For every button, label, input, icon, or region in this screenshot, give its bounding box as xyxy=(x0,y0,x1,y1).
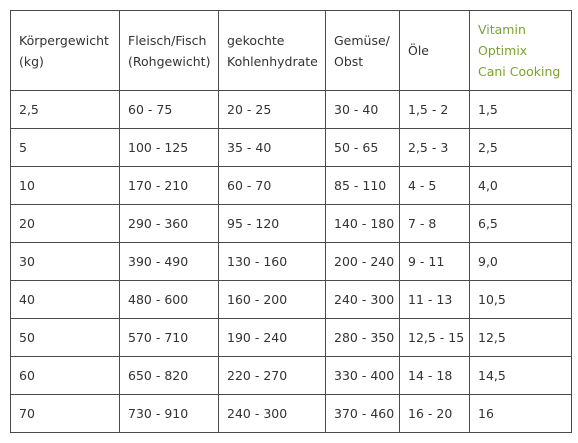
cell-carbohydrates: 95 - 120 xyxy=(218,204,326,243)
cell-vegetables-fruit: 30 - 40 xyxy=(325,90,400,129)
header-carbohydrates: gekochte Kohlenhydrate xyxy=(218,10,326,91)
cell-vegetables-fruit: 50 - 65 xyxy=(325,128,400,167)
header-meat-fish: Fleisch/Fisch (Rohgewicht) xyxy=(119,10,219,91)
cell-body-weight: 30 xyxy=(10,242,120,281)
cell-meat-fish: 100 - 125 xyxy=(119,128,219,167)
cell-vegetables-fruit: 280 - 350 xyxy=(325,318,400,357)
cell-vegetables-fruit: 140 - 180 xyxy=(325,204,400,243)
cell-body-weight: 5 xyxy=(10,128,120,167)
cell-carbohydrates: 160 - 200 xyxy=(218,280,326,319)
cell-oils: 14 - 18 xyxy=(399,356,470,395)
header-line: Kohlenhydrate xyxy=(227,53,318,69)
header-vegetables-fruit: Gemüse/ Obst xyxy=(325,10,400,91)
cell-vegetables-fruit: 85 - 110 xyxy=(325,166,400,205)
cell-vegetables-fruit: 330 - 400 xyxy=(325,356,400,395)
feeding-table-container: Körpergewicht (kg) Fleisch/Fisch (Rohgew… xyxy=(10,10,572,433)
cell-vitamin-optimix: 6,5 xyxy=(469,204,572,243)
cell-vitamin-optimix: 16 xyxy=(469,394,572,433)
header-line: Cani Cooking xyxy=(478,64,561,79)
cell-oils: 4 - 5 xyxy=(399,166,470,205)
cell-carbohydrates: 220 - 270 xyxy=(218,356,326,395)
cell-vitamin-optimix: 4,0 xyxy=(469,166,572,205)
table-header: Körpergewicht (kg) Fleisch/Fisch (Rohgew… xyxy=(10,10,572,91)
header-line: Körpergewicht xyxy=(19,32,109,48)
header-line: Vitamin xyxy=(478,22,526,37)
header-line: (Rohgewicht) xyxy=(128,53,211,69)
header-line: Öle xyxy=(408,43,430,58)
table-row: 60 650 - 820 220 - 270 330 - 400 14 - 18 14,5 xyxy=(10,356,572,395)
cell-meat-fish: 60 - 75 xyxy=(119,90,219,129)
cell-body-weight: 2,5 xyxy=(10,90,120,129)
feeding-amount-table: Körpergewicht (kg) Fleisch/Fisch (Rohgew… xyxy=(10,10,572,433)
cell-body-weight: 70 xyxy=(10,394,120,433)
header-line: Optimix xyxy=(478,43,528,58)
cell-carbohydrates: 60 - 70 xyxy=(218,166,326,205)
cell-body-weight: 20 xyxy=(10,204,120,243)
cell-oils: 1,5 - 2 xyxy=(399,90,470,129)
table-row: 10 170 - 210 60 - 70 85 - 110 4 - 5 4,0 xyxy=(10,166,572,205)
header-body-weight: Körpergewicht (kg) xyxy=(10,10,120,91)
table-row: 70 730 - 910 240 - 300 370 - 460 16 - 20 16 xyxy=(10,394,572,433)
table-row: 2,5 60 - 75 20 - 25 30 - 40 1,5 - 2 1,5 xyxy=(10,90,572,129)
cell-vegetables-fruit: 200 - 240 xyxy=(325,242,400,281)
cell-body-weight: 60 xyxy=(10,356,120,395)
cell-meat-fish: 650 - 820 xyxy=(119,356,219,395)
header-vitamin-optimix: Vitamin Optimix Cani Cooking xyxy=(469,10,572,91)
cell-oils: 16 - 20 xyxy=(399,394,470,433)
header-line: Obst xyxy=(334,53,364,69)
header-row: Körpergewicht (kg) Fleisch/Fisch (Rohgew… xyxy=(10,10,572,91)
cell-meat-fish: 730 - 910 xyxy=(119,394,219,433)
cell-vitamin-optimix: 12,5 xyxy=(469,318,572,357)
cell-oils: 12,5 - 15 xyxy=(399,318,470,357)
header-oils: Öle xyxy=(399,10,470,91)
header-line: Fleisch/Fisch xyxy=(128,32,207,48)
cell-carbohydrates: 35 - 40 xyxy=(218,128,326,167)
cell-vitamin-optimix: 10,5 xyxy=(469,280,572,319)
cell-carbohydrates: 190 - 240 xyxy=(218,318,326,357)
cell-meat-fish: 170 - 210 xyxy=(119,166,219,205)
cell-vitamin-optimix: 14,5 xyxy=(469,356,572,395)
table-body: 2,5 60 - 75 20 - 25 30 - 40 1,5 - 2 1,5 5 100 -… xyxy=(10,90,572,433)
table-row: 5 100 - 125 35 - 40 50 - 65 2,5 - 3 2,5 xyxy=(10,128,572,167)
cell-carbohydrates: 20 - 25 xyxy=(218,90,326,129)
table-row: 40 480 - 600 160 - 200 240 - 300 11 - 13 10,5 xyxy=(10,280,572,319)
cell-meat-fish: 390 - 490 xyxy=(119,242,219,281)
cell-meat-fish: 480 - 600 xyxy=(119,280,219,319)
cell-oils: 9 - 11 xyxy=(399,242,470,281)
table-row: 50 570 - 710 190 - 240 280 - 350 12,5 - 15 12… xyxy=(10,318,572,357)
cell-oils: 2,5 - 3 xyxy=(399,128,470,167)
cell-body-weight: 40 xyxy=(10,280,120,319)
cell-meat-fish: 290 - 360 xyxy=(119,204,219,243)
cell-oils: 7 - 8 xyxy=(399,204,470,243)
cell-vitamin-optimix: 9,0 xyxy=(469,242,572,281)
table-row: 20 290 - 360 95 - 120 140 - 180 7 - 8 6,5 xyxy=(10,204,572,243)
cell-body-weight: 10 xyxy=(10,166,120,205)
header-line: gekochte xyxy=(227,32,285,48)
cell-vitamin-optimix: 2,5 xyxy=(469,128,572,167)
cell-vitamin-optimix: 1,5 xyxy=(469,90,572,129)
cell-carbohydrates: 130 - 160 xyxy=(218,242,326,281)
cell-vegetables-fruit: 370 - 460 xyxy=(325,394,400,433)
cell-oils: 11 - 13 xyxy=(399,280,470,319)
table-row: 30 390 - 490 130 - 160 200 - 240 9 - 11 9,0 xyxy=(10,242,572,281)
cell-carbohydrates: 240 - 300 xyxy=(218,394,326,433)
cell-meat-fish: 570 - 710 xyxy=(119,318,219,357)
header-line: (kg) xyxy=(19,53,44,69)
cell-body-weight: 50 xyxy=(10,318,120,357)
header-line: Gemüse/ xyxy=(334,32,390,48)
cell-vegetables-fruit: 240 - 300 xyxy=(325,280,400,319)
